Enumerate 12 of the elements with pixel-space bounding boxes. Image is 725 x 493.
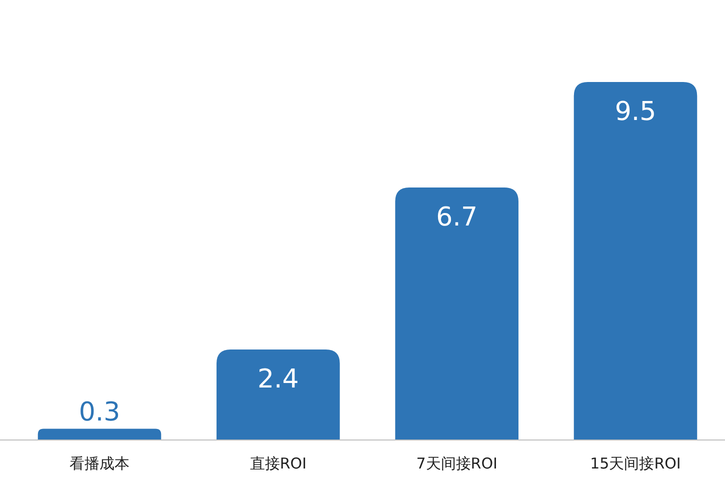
bar: [395, 188, 518, 440]
x-tick-label: 看播成本: [70, 454, 130, 473]
x-tick-label: 直接ROI: [250, 454, 306, 473]
data-label: 6.7: [436, 202, 478, 233]
bar: [574, 82, 698, 440]
x-tick-label: 15天间接ROI: [590, 454, 681, 473]
data-label: 0.3: [78, 398, 120, 428]
bar: [216, 350, 340, 440]
data-label: 9.5: [614, 97, 656, 127]
x-tick-label: 7天间接ROI: [416, 454, 498, 473]
data-label: 2.4: [257, 364, 299, 395]
bar: [38, 428, 162, 440]
